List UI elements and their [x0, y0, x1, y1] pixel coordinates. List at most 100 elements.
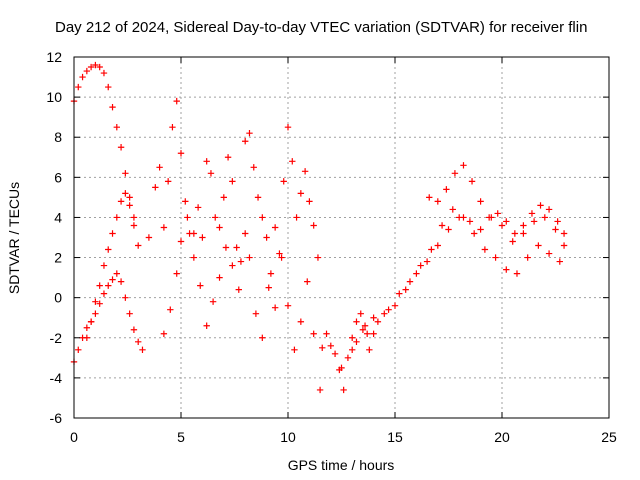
data-point: [513, 270, 521, 277]
data-point: [385, 306, 392, 313]
data-point: [222, 244, 230, 251]
data-point: [293, 214, 300, 221]
data-point: [357, 310, 364, 317]
data-point: [370, 314, 377, 321]
data-point: [291, 346, 298, 354]
data-point: [83, 67, 91, 75]
y-tick-label: 4: [54, 209, 62, 225]
data-point: [554, 218, 561, 225]
data-point: [443, 186, 450, 193]
data-point: [560, 230, 568, 237]
data-point: [541, 214, 548, 221]
data-point: [391, 302, 399, 309]
data-point: [96, 282, 103, 289]
data-point: [212, 214, 219, 221]
data-point: [434, 242, 441, 249]
series-track-j: [353, 206, 563, 345]
data-point: [173, 97, 180, 105]
series-track-k: [426, 162, 568, 237]
data-point: [438, 222, 446, 229]
data-point: [310, 330, 317, 337]
data-point: [284, 302, 292, 309]
x-tick-label: 25: [601, 429, 617, 445]
x-tick-label: 20: [494, 429, 510, 445]
data-point: [135, 242, 142, 249]
data-point: [194, 204, 202, 211]
axis-ticks: 0 5 10 15 20 25 -6 -4 -2 0 2 4 6 8 10 12: [46, 49, 617, 445]
data-point: [306, 198, 313, 205]
data-point: [96, 300, 103, 307]
data-point: [184, 214, 191, 221]
data-point: [224, 154, 232, 161]
data-point: [92, 298, 99, 305]
data-point: [470, 230, 478, 237]
data-point: [109, 230, 116, 237]
data-point: [209, 298, 217, 305]
data-point: [374, 318, 382, 325]
data-point: [167, 306, 174, 313]
data-point: [423, 258, 431, 265]
data-point: [445, 226, 452, 233]
data-point: [528, 210, 536, 217]
data-point: [545, 250, 553, 257]
data-point: [250, 164, 257, 171]
data-point: [428, 246, 435, 253]
data-point: [100, 262, 108, 269]
data-point: [451, 170, 459, 177]
data-point: [246, 130, 253, 137]
data-point: [113, 214, 120, 221]
data-point: [160, 330, 168, 337]
data-point: [289, 158, 296, 165]
data-points: [70, 61, 568, 394]
data-point: [271, 304, 279, 311]
data-point: [301, 168, 309, 175]
data-point: [242, 138, 249, 145]
plot-frame: [73, 56, 610, 419]
data-point: [173, 270, 180, 277]
series-track-c: [83, 190, 142, 341]
data-point: [265, 284, 272, 291]
data-point: [535, 242, 542, 249]
data-point: [366, 346, 373, 354]
data-point: [122, 294, 129, 301]
data-point: [164, 178, 172, 185]
data-point: [413, 270, 420, 277]
data-point: [96, 63, 103, 71]
data-point: [280, 178, 287, 185]
data-point: [83, 334, 91, 341]
data-point: [481, 246, 489, 253]
y-tick-label: 2: [54, 250, 62, 266]
data-point: [92, 310, 99, 317]
data-point: [276, 250, 283, 257]
data-point: [353, 318, 360, 325]
data-point: [297, 190, 305, 197]
data-point: [117, 278, 125, 285]
data-point: [509, 238, 516, 245]
data-point: [130, 326, 138, 333]
data-point: [327, 342, 334, 349]
y-tick-label: -2: [50, 330, 63, 346]
data-point: [359, 326, 367, 333]
data-point: [126, 310, 133, 317]
data-point: [79, 73, 86, 81]
data-point: [417, 262, 424, 269]
y-tick-label: -4: [50, 370, 63, 386]
data-point: [297, 318, 305, 325]
data-point: [237, 258, 245, 265]
series-track-b: [70, 270, 146, 366]
series-track-g: [246, 224, 324, 394]
chart-title: Day 212 of 2024, Sidereal Day-to-day VTE…: [55, 19, 587, 36]
data-point: [156, 164, 163, 171]
data-point: [182, 198, 189, 205]
series-track-d: [145, 97, 249, 265]
data-point: [560, 242, 568, 249]
data-point: [109, 103, 116, 111]
y-axis-title: SDTVAR / TECUs: [6, 182, 22, 294]
x-tick-label: 10: [280, 429, 296, 445]
data-point: [105, 282, 112, 289]
data-point: [117, 144, 125, 151]
data-point: [466, 218, 474, 225]
data-point: [460, 214, 467, 221]
y-tick-label: 10: [46, 89, 62, 105]
data-point: [552, 226, 559, 233]
